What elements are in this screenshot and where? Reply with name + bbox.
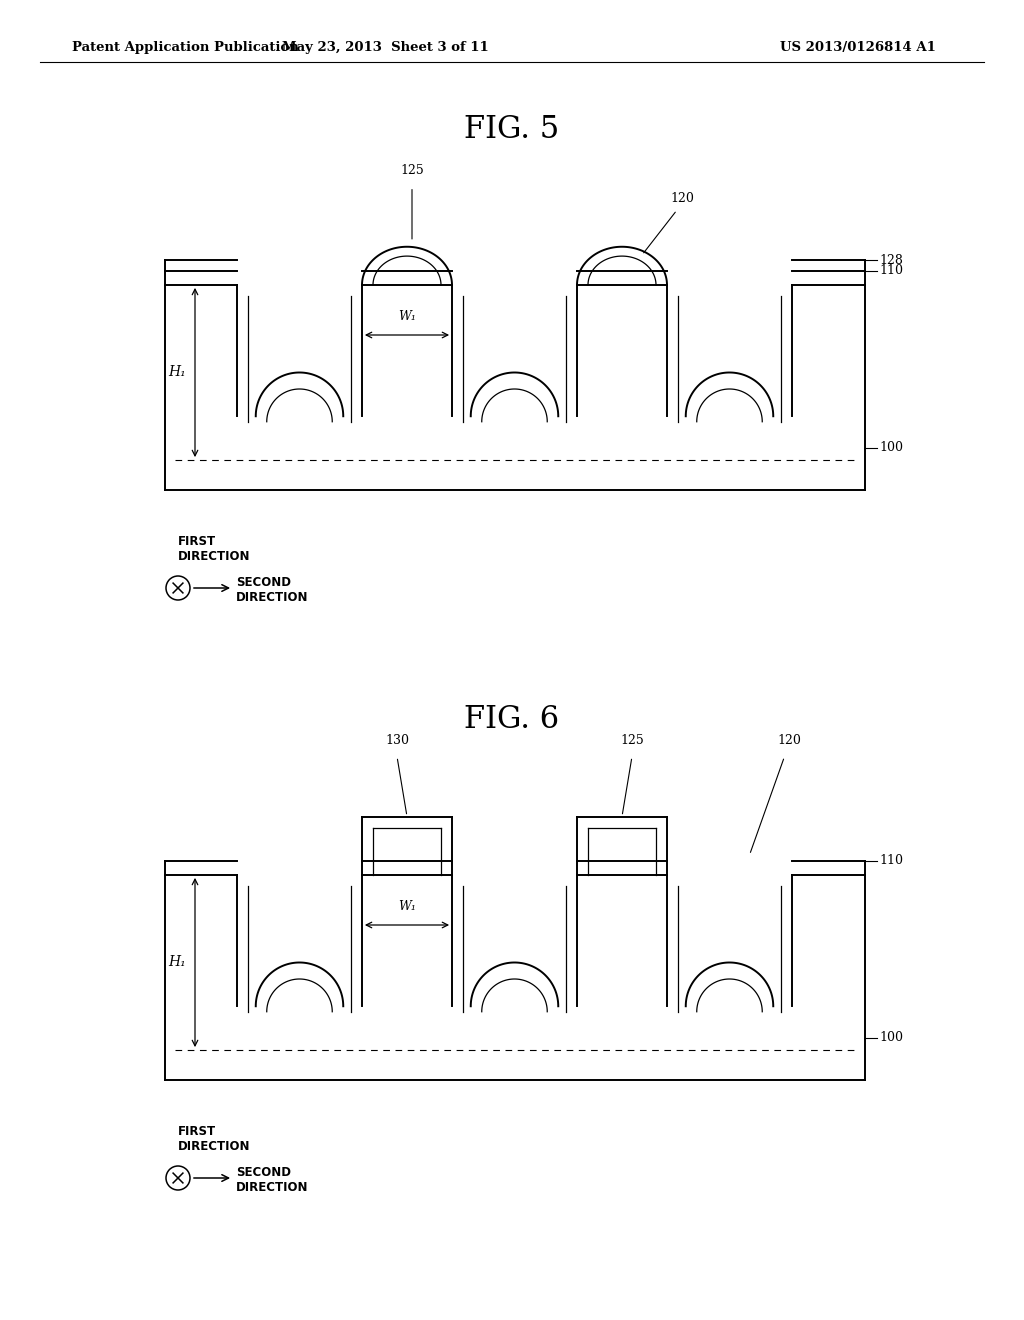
Text: H₁: H₁ (168, 956, 186, 969)
Text: 125: 125 (621, 734, 644, 747)
Text: FIRST
DIRECTION: FIRST DIRECTION (178, 535, 251, 564)
Text: W₁: W₁ (398, 310, 416, 323)
Text: FIG. 6: FIG. 6 (465, 705, 559, 735)
Text: US 2013/0126814 A1: US 2013/0126814 A1 (780, 41, 936, 54)
Text: 125: 125 (400, 164, 424, 177)
Text: W₁: W₁ (398, 900, 416, 913)
Text: FIRST
DIRECTION: FIRST DIRECTION (178, 1125, 251, 1152)
Text: SECOND
DIRECTION: SECOND DIRECTION (236, 576, 308, 605)
Text: 120: 120 (670, 191, 694, 205)
Text: SECOND
DIRECTION: SECOND DIRECTION (236, 1166, 308, 1195)
Text: 128: 128 (879, 253, 903, 267)
Text: Patent Application Publication: Patent Application Publication (72, 41, 299, 54)
Text: May 23, 2013  Sheet 3 of 11: May 23, 2013 Sheet 3 of 11 (282, 41, 488, 54)
Text: 110: 110 (879, 854, 903, 867)
Text: 130: 130 (385, 734, 409, 747)
Text: 120: 120 (777, 734, 802, 747)
Text: 100: 100 (879, 1031, 903, 1044)
Text: 110: 110 (879, 264, 903, 277)
Text: H₁: H₁ (168, 366, 186, 380)
Text: FIG. 5: FIG. 5 (464, 115, 560, 145)
Text: 100: 100 (879, 441, 903, 454)
